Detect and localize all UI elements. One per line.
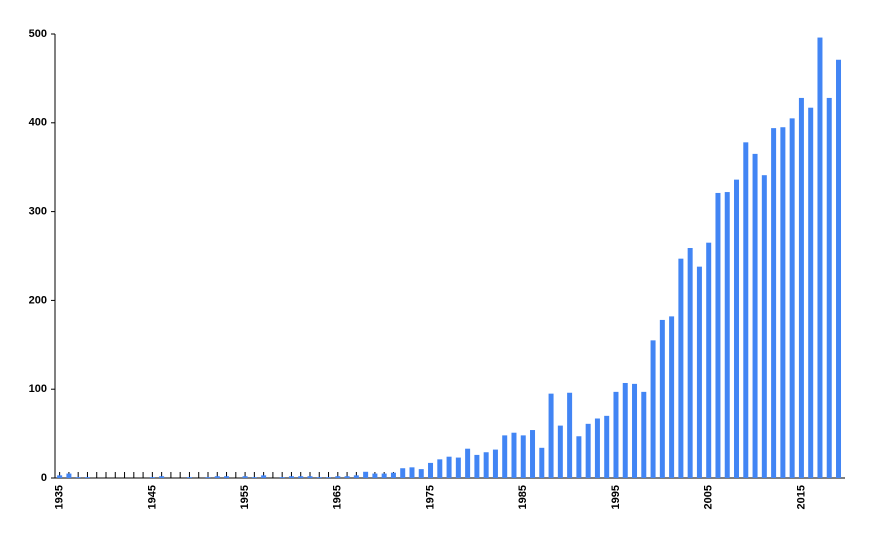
bar bbox=[159, 476, 165, 478]
bar bbox=[520, 435, 526, 478]
bar bbox=[57, 475, 63, 478]
bar bbox=[307, 476, 313, 478]
bar bbox=[669, 316, 675, 478]
bar bbox=[585, 423, 591, 478]
bar bbox=[548, 393, 554, 478]
bar bbox=[836, 59, 842, 478]
bar bbox=[66, 473, 72, 478]
bar bbox=[400, 468, 406, 478]
bar bbox=[474, 454, 480, 478]
bar bbox=[771, 128, 777, 479]
bar bbox=[789, 118, 795, 479]
bar bbox=[446, 456, 452, 478]
bar bbox=[706, 242, 712, 478]
bar bbox=[353, 475, 359, 478]
bar bbox=[75, 477, 81, 478]
bar bbox=[455, 457, 461, 478]
bar bbox=[817, 37, 823, 478]
bar bbox=[724, 192, 730, 478]
bar bbox=[205, 477, 211, 478]
bar bbox=[761, 175, 767, 478]
bar bbox=[363, 471, 369, 478]
y-tick-label: 0 bbox=[41, 472, 47, 484]
bar bbox=[678, 258, 684, 478]
bar bbox=[530, 430, 536, 478]
bar bbox=[808, 107, 814, 478]
bar bbox=[557, 425, 563, 478]
bar bbox=[492, 449, 498, 478]
y-tick-label: 100 bbox=[29, 383, 47, 395]
x-tick-label: 1945 bbox=[146, 485, 158, 509]
bar bbox=[687, 248, 693, 478]
x-tick-label: 1955 bbox=[239, 485, 251, 509]
bar bbox=[511, 432, 517, 478]
bar bbox=[326, 477, 332, 478]
bar bbox=[567, 392, 573, 478]
bar bbox=[798, 97, 804, 478]
bar bbox=[632, 383, 638, 478]
bar bbox=[659, 319, 665, 478]
x-tick-label: 1975 bbox=[424, 485, 436, 509]
bar bbox=[604, 415, 610, 478]
x-tick-label: 1985 bbox=[517, 485, 529, 509]
bar bbox=[613, 391, 619, 478]
bar bbox=[715, 192, 721, 478]
bar bbox=[298, 476, 304, 478]
bar bbox=[650, 340, 656, 478]
bar bbox=[381, 473, 387, 478]
bar bbox=[539, 447, 545, 478]
bar bbox=[576, 436, 582, 478]
bar bbox=[622, 382, 628, 478]
y-tick-label: 400 bbox=[29, 117, 47, 129]
bar bbox=[734, 179, 740, 478]
bar bbox=[242, 476, 248, 478]
bar bbox=[696, 266, 702, 478]
x-tick-label: 1935 bbox=[54, 485, 66, 509]
bar bbox=[390, 472, 396, 478]
bar bbox=[752, 153, 758, 478]
bar bbox=[465, 448, 471, 478]
bar bbox=[780, 127, 786, 479]
y-tick-label: 200 bbox=[29, 294, 47, 306]
bar bbox=[261, 475, 267, 478]
bar bbox=[224, 476, 230, 478]
bar bbox=[335, 476, 341, 478]
x-tick-label: 2015 bbox=[795, 485, 807, 509]
bar bbox=[502, 435, 508, 478]
bar bbox=[641, 391, 647, 478]
bar bbox=[409, 467, 415, 478]
bar bbox=[428, 462, 434, 478]
y-tick-label: 500 bbox=[29, 28, 47, 40]
bar bbox=[84, 477, 90, 478]
x-tick-label: 1965 bbox=[332, 485, 344, 509]
bar bbox=[186, 477, 192, 478]
x-tick-label: 2005 bbox=[703, 485, 715, 509]
y-tick-label: 300 bbox=[29, 206, 47, 218]
bar bbox=[372, 473, 378, 478]
bar bbox=[418, 469, 424, 478]
bar bbox=[344, 476, 350, 478]
bar bbox=[251, 477, 257, 478]
bar bbox=[214, 476, 220, 478]
bar bbox=[594, 418, 600, 478]
bar bbox=[743, 142, 749, 478]
bar bbox=[288, 476, 294, 478]
bar bbox=[826, 97, 832, 478]
x-tick-label: 1995 bbox=[610, 485, 622, 509]
bar bbox=[483, 452, 489, 478]
bar bbox=[437, 459, 443, 478]
bar bbox=[316, 477, 322, 478]
bar bbox=[279, 477, 285, 478]
bar bbox=[149, 477, 155, 478]
